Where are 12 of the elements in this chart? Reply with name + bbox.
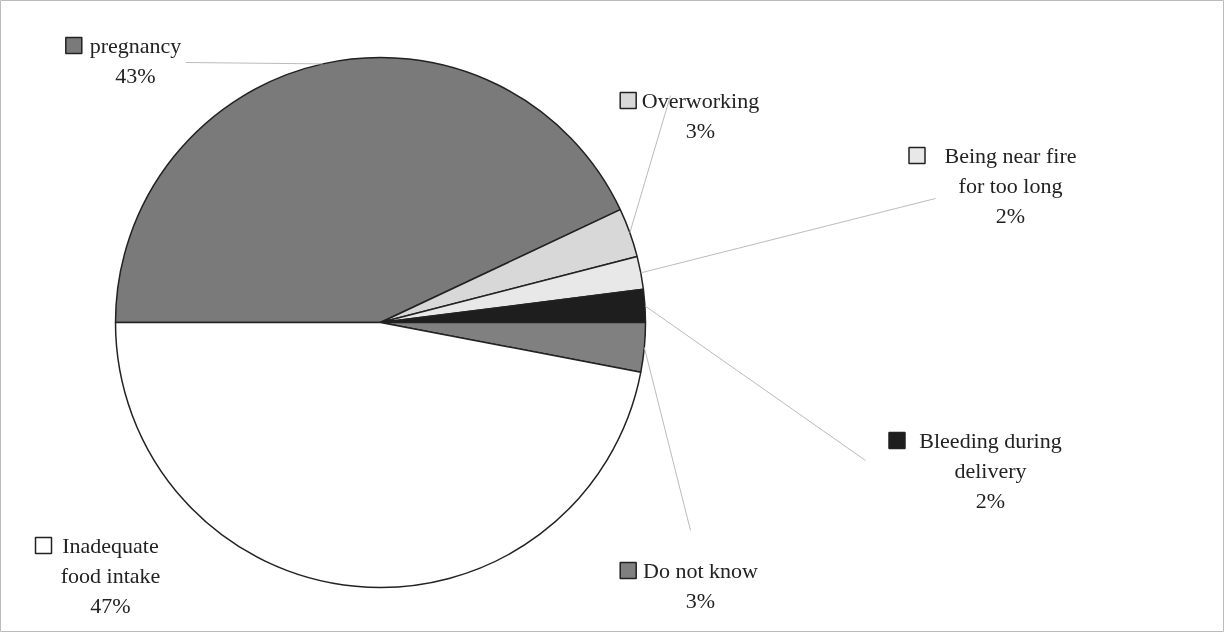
legend-label: Bleeding during delivery	[919, 428, 1062, 483]
data-label: 2%	[975, 488, 1006, 513]
data-label: 3%	[685, 118, 716, 143]
data-label: 3%	[685, 588, 716, 613]
legend-label: pregnancy	[89, 33, 182, 58]
data-label: 2%	[995, 203, 1026, 228]
legend-label: Overworking	[641, 88, 760, 113]
data-label: 43%	[115, 63, 156, 88]
legend-label: Do not know	[643, 558, 759, 583]
legend-label: Inadequate food intake	[60, 533, 161, 588]
data-label: 47%	[90, 593, 131, 618]
legend-label: Being near fire for too long	[944, 143, 1077, 198]
